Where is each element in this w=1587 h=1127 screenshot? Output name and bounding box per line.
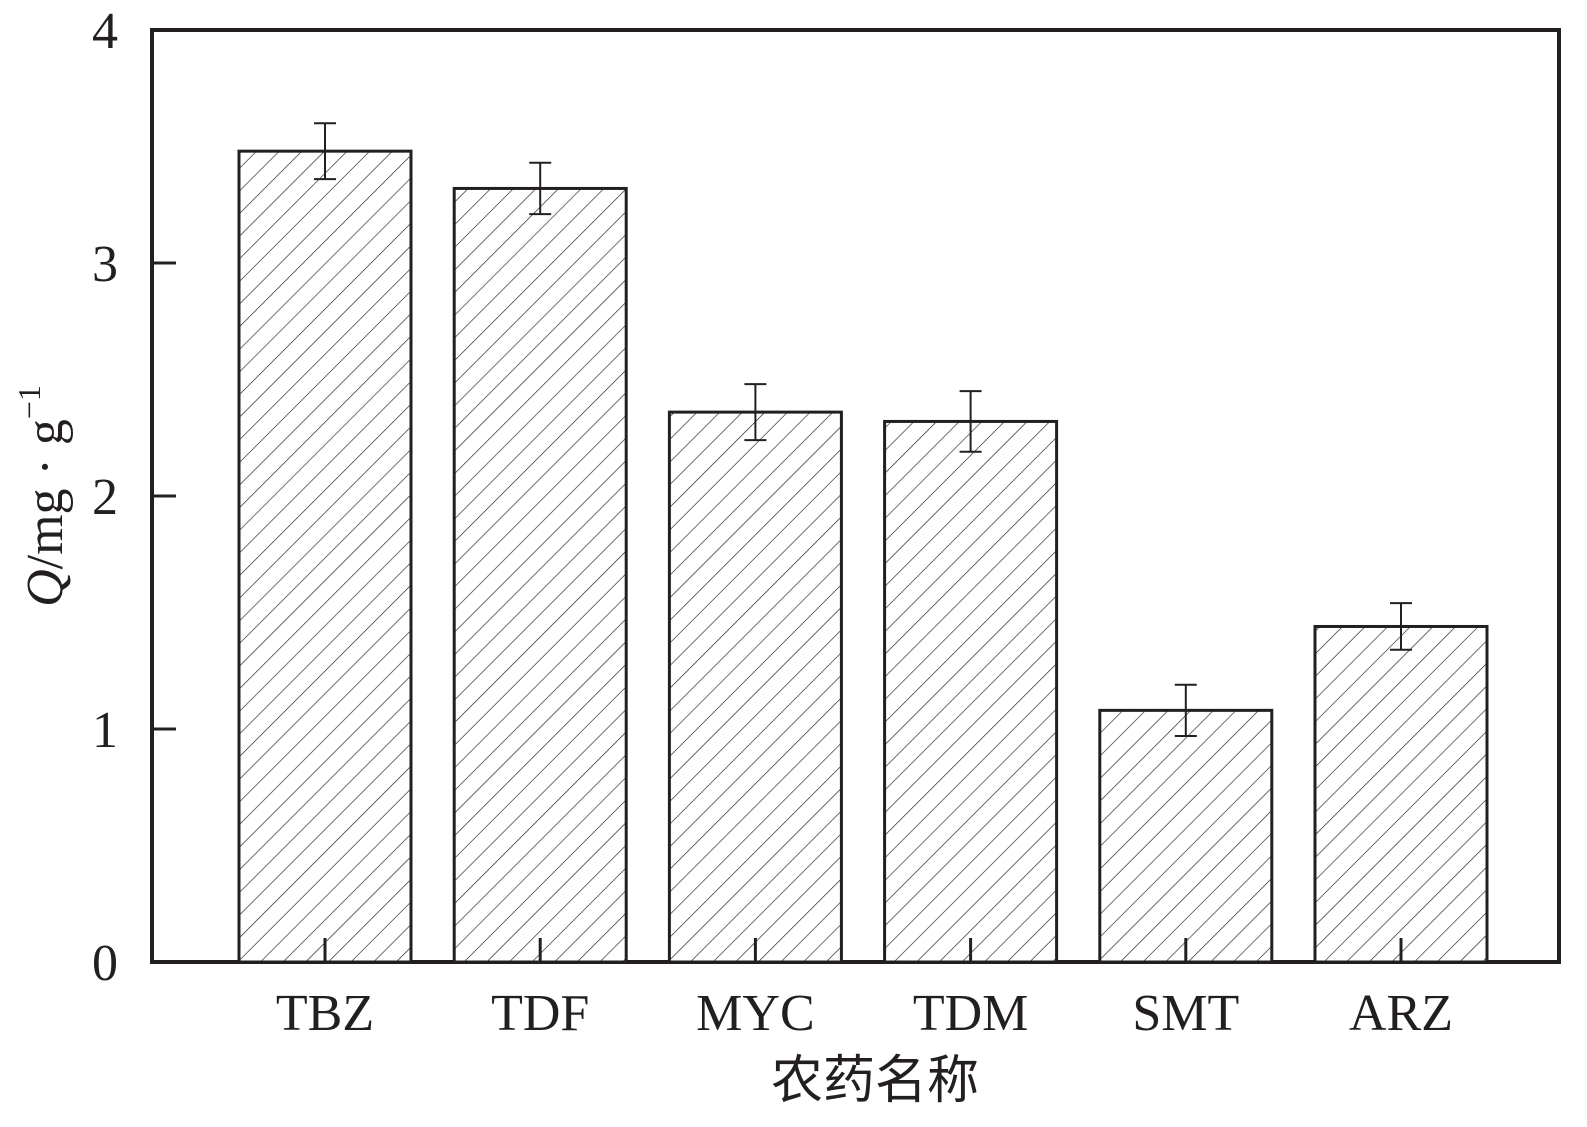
y-axis-unit: /mg · g xyxy=(17,419,74,569)
y-tick-label-1: 1 xyxy=(92,702,118,759)
bar-smt xyxy=(1098,708,1274,964)
error-bar-tbz xyxy=(314,122,336,181)
x-axis-title: 农药名称 xyxy=(771,1053,979,1110)
y-axis-symbol: Q xyxy=(17,569,74,607)
error-bar-myc xyxy=(744,383,767,442)
bar-arz xyxy=(1313,624,1489,964)
y-tick-label-0: 0 xyxy=(92,935,118,992)
bar-myc xyxy=(667,410,843,964)
bar-tbz xyxy=(237,149,413,964)
x-tick-label-tdf: TDF xyxy=(491,985,589,1042)
y-axis-title: Q/mg · g−1 xyxy=(11,385,74,607)
error-bar-tdm xyxy=(959,390,982,453)
y-axis-ticks xyxy=(152,261,176,731)
x-tick-label-arz: ARZ xyxy=(1349,985,1453,1042)
y-tick-label-2: 2 xyxy=(92,469,118,526)
x-tick-label-tbz: TBZ xyxy=(276,985,374,1042)
error-bar-tdf xyxy=(529,161,552,216)
error-bars xyxy=(314,122,1412,737)
error-bar-arz xyxy=(1390,602,1412,651)
y-axis-exponent: −1 xyxy=(11,385,47,419)
bar-tdm xyxy=(883,419,1059,964)
y-tick-label-4: 4 xyxy=(92,3,118,60)
bar-tdf xyxy=(452,186,628,964)
x-tick-label-tdm: TDM xyxy=(913,985,1029,1042)
bars xyxy=(237,149,1489,964)
y-tick-label-3: 3 xyxy=(92,236,118,293)
error-bar-smt xyxy=(1174,683,1197,737)
x-tick-label-myc: MYC xyxy=(696,985,814,1042)
x-axis-tick-labels: TBZ TDF MYC TDM SMT ARZ xyxy=(276,985,1453,1042)
x-tick-label-smt: SMT xyxy=(1132,985,1239,1042)
y-axis-tick-labels: 0 1 2 3 4 xyxy=(92,3,118,992)
